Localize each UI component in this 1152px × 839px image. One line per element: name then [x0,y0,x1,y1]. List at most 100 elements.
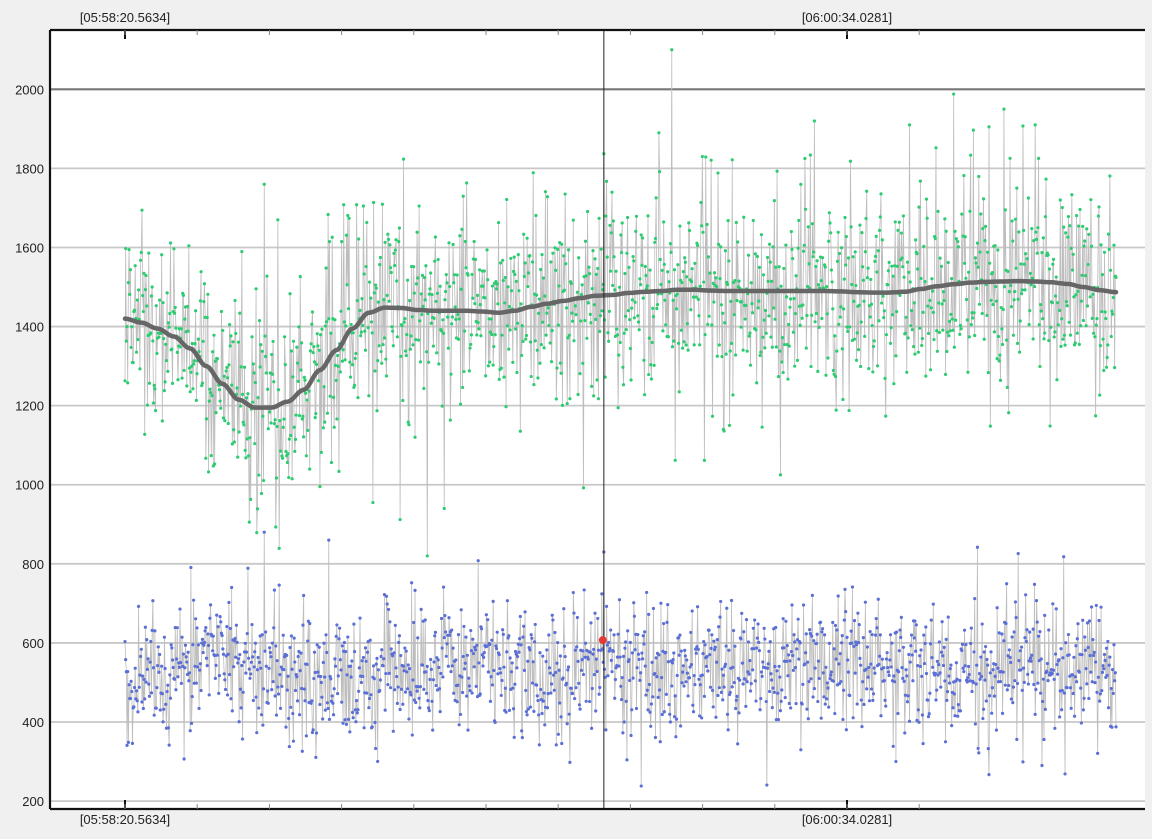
series-0-point [247,454,251,458]
series-1-point [458,712,463,717]
series-0-point [694,295,698,299]
series-0-point [936,209,940,213]
series-1-point [167,743,171,747]
series-0-point [387,299,391,303]
series-0-point [805,313,809,318]
series-1-point [988,671,992,675]
series-1-point [666,603,670,607]
series-0-point [840,347,844,351]
series-0-point [770,345,774,349]
series-0-point [1007,290,1011,294]
series-1-point [1030,653,1034,657]
series-1-point [948,667,952,671]
series-1-point [202,640,207,644]
series-1-point [607,640,611,645]
series-0-point [725,282,730,287]
series-1-point [132,685,137,690]
series-1-point [1032,582,1037,586]
series-0-point [475,333,479,337]
series-1-point [392,651,396,655]
series-0-point [998,353,1002,357]
series-1-point [509,670,514,674]
series-0-point [898,293,902,297]
series-0-point [395,279,399,283]
series-1-point [693,647,698,651]
series-1-point [266,701,270,705]
series-1-point [620,676,624,680]
series-1-point [284,725,288,729]
series-1-point [873,633,878,637]
series-0-point [204,456,208,460]
series-1-point [608,647,612,651]
series-1-point [808,628,812,632]
series-0-point [319,333,323,337]
series-1-point [189,721,194,725]
series-1-point [641,634,645,638]
series-1-point [355,699,359,703]
series-1-point [904,668,908,672]
series-1-point [931,665,935,669]
series-0-point [634,229,638,233]
series-1-point [757,640,761,644]
series-1-point [493,720,497,724]
cursor-layer[interactable] [598,30,607,809]
series-0-point [283,362,287,367]
series-0-point [590,384,594,388]
series-0-point [1066,235,1070,239]
series-0-point [202,300,206,304]
series-1-point [846,670,850,674]
series-0-point [358,308,362,312]
series-0-point [214,411,218,415]
series-0-point [1013,290,1017,294]
series-1-point [1034,599,1039,603]
series-1-point [249,672,253,676]
series-1-point [374,746,378,751]
series-1-point [501,628,505,632]
series-0-point [324,266,328,270]
series-0-point [607,309,611,313]
series-1-point [393,623,397,627]
series-1-point [1055,672,1060,676]
series-0-point [1085,304,1090,308]
series-1-point [276,685,280,689]
series-0-point [1077,342,1081,346]
series-0-point [1077,224,1081,228]
series-1-point [326,706,330,711]
series-1-point [394,666,398,670]
series-0-point [388,266,393,270]
series-0-point [428,287,432,291]
series-1-point [334,634,338,638]
series-0-point [945,330,950,334]
series-1-point [1103,658,1107,663]
series-1-point [150,628,154,632]
series-0-point [823,265,827,269]
series-0-point [512,255,516,259]
series-0-point [475,293,480,297]
series-0-point [1051,257,1056,261]
series-0-point [668,242,673,246]
series-0-point [511,360,515,364]
series-1-point [269,655,273,659]
series-1-point [738,678,742,682]
series-0-point [529,374,533,379]
series-1-point [577,703,582,707]
series-0-point [766,279,770,283]
series-0-point [401,398,405,403]
series-1-point [710,633,714,637]
series-1-point [203,629,207,633]
series-1-point [878,633,882,637]
series-0-point [844,234,848,239]
series-0-point [540,253,544,257]
series-0-point [829,268,834,272]
series-1-point [361,655,366,660]
series-0-point [1000,342,1005,347]
series-1-point [1072,655,1076,659]
series-1-point [127,683,131,687]
series-0-point [849,225,853,229]
series-0-point [812,119,817,123]
series-0-point [295,361,300,365]
series-0-point [977,174,981,179]
series-0-point [259,491,264,496]
series-0-point [369,320,374,324]
series-1-point [815,632,819,636]
